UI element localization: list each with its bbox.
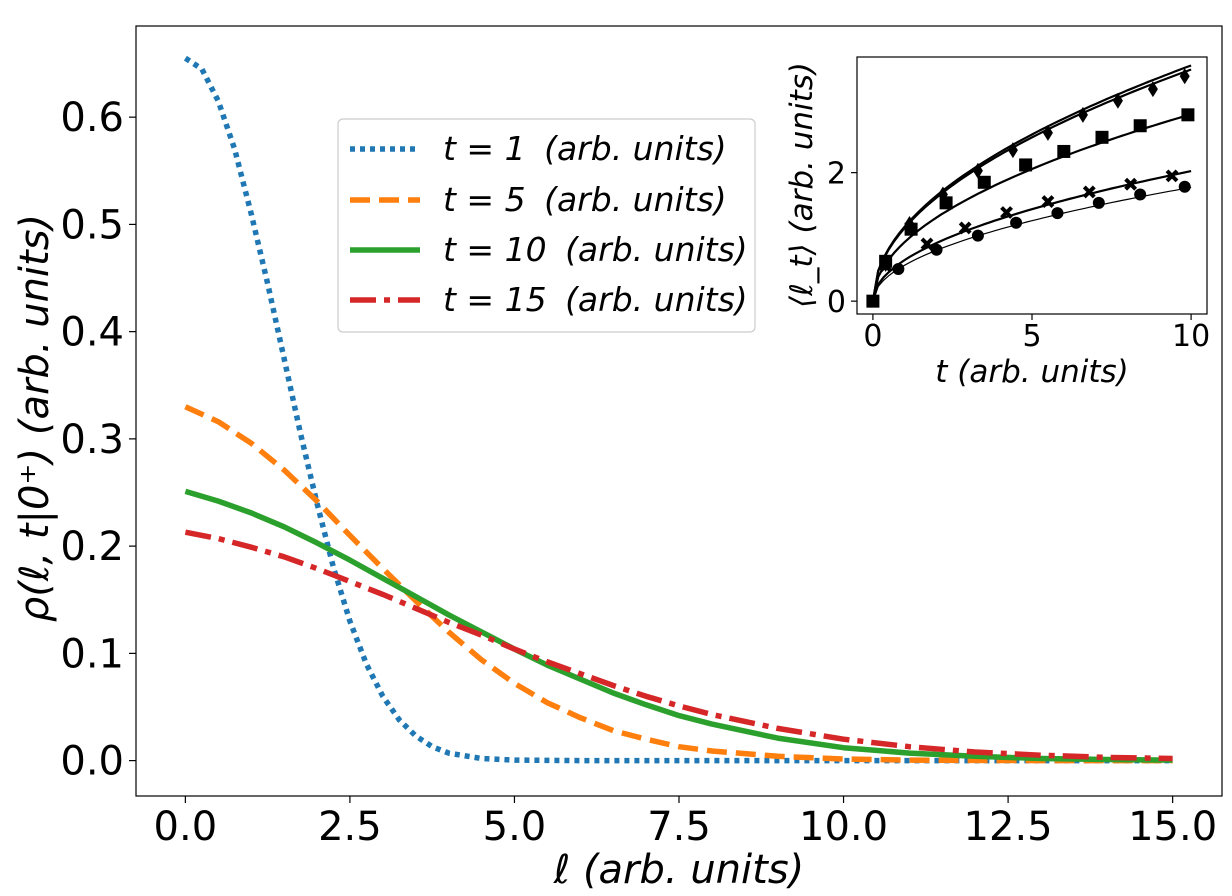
inset-marker-square	[1019, 158, 1033, 172]
y-tick-label: 0.2	[60, 524, 124, 570]
inset-y-axis-label: ⟨ℓ_t⟩ (arb. units)	[784, 62, 820, 308]
series-line-t5	[184, 404, 1173, 764]
inset-marker-cross	[1124, 177, 1138, 191]
legend-label-t10: t = 10	[443, 230, 547, 269]
inset-marker-circle	[930, 243, 943, 256]
inset-marker-cross	[920, 237, 934, 251]
legend: t = 1 (arb. units) t = 5 (arb. units) t …	[337, 118, 756, 333]
legend-units-t1: (arb. units)	[544, 129, 727, 168]
legend-units-t10: (arb. units)	[565, 230, 748, 269]
inset-marker-circle	[1092, 196, 1105, 209]
legend-label-t1: t = 1	[443, 129, 526, 168]
inset-marker-square	[939, 196, 953, 210]
inset-marker-circle	[1178, 180, 1191, 193]
legend-item-t5: t = 5 (arb. units)	[350, 180, 727, 219]
svg-text:t = 15 (arb. units): t = 15 (arb. units)	[443, 280, 748, 319]
main-x-ticks: 0.0 2.5 5.0 7.5 10.0 12.5 15.0	[154, 796, 1217, 850]
inset-y-ticks: 02	[827, 157, 857, 320]
inset-y-tick-label: 0	[827, 285, 846, 320]
inset-marker-square	[1133, 119, 1147, 133]
inset-marker-square	[1181, 108, 1195, 122]
inset-x-axis-label: t (arb. units)	[935, 354, 1129, 390]
y-tick-label: 0.6	[60, 95, 124, 141]
y-tick-label: 0.0	[60, 739, 124, 785]
inset-marker-square	[1095, 130, 1109, 144]
x-tick-label: 2.5	[318, 804, 382, 850]
svg-text:t = 5 (arb. units): t = 5 (arb. units)	[443, 180, 727, 219]
legend-label-t5: t = 5	[443, 180, 526, 219]
inset-y-tick-label: 2	[827, 157, 846, 192]
inset-x-tick-label: 10	[1172, 319, 1210, 354]
main-series-group	[183, 55, 1173, 764]
inset-marker-circle	[971, 229, 984, 242]
y-tick-label: 0.3	[60, 417, 124, 463]
main-y-ticks: 0.0 0.1 0.2 0.3 0.4 0.5 0.6	[60, 95, 136, 785]
inset-x-tick-label: 0	[863, 319, 882, 354]
legend-item-t1: t = 1 (arb. units)	[350, 129, 727, 168]
inset-marker-square	[977, 175, 991, 189]
series-line-t15	[184, 529, 1173, 762]
series-line-t10	[184, 488, 1173, 763]
inset-marker-square	[904, 222, 918, 236]
inset-marker-cross	[1082, 185, 1096, 199]
inset-chart: 0 5 10 02 t (arb. units) ⟨ℓ_t⟩ (arb. units…	[784, 56, 1210, 390]
inset-curve-curve-extra	[871, 68, 1192, 302]
legend-label-t15: t = 15	[443, 280, 547, 319]
x-tick-label: 7.5	[647, 804, 711, 850]
inset-marker-cross	[1041, 195, 1055, 208]
inset-curve-diamond	[871, 64, 1192, 302]
y-tick-label: 0.1	[60, 631, 124, 677]
inset-marker-circle	[1134, 188, 1147, 201]
inset-marker-circle	[1051, 207, 1064, 220]
inset-curve-cross	[871, 170, 1192, 302]
inset-background	[857, 57, 1207, 314]
inset-marker-cross	[1165, 169, 1179, 183]
x-tick-label: 12.5	[964, 804, 1053, 850]
inset-series-group	[866, 64, 1195, 308]
inset-x-ticks: 0 5 10	[863, 314, 1210, 354]
series-line-t1	[183, 55, 1173, 764]
inset-marker-cross	[1000, 206, 1013, 219]
svg-text:t = 10 (arb. units): t = 10 (arb. units)	[443, 230, 748, 269]
legend-item-t15: t = 15 (arb. units)	[350, 280, 748, 319]
inset-marker-circle	[1010, 216, 1023, 229]
inset-marker-circle	[892, 263, 905, 276]
y-tick-label: 0.5	[60, 202, 124, 248]
legend-units-t15: (arb. units)	[565, 280, 748, 319]
main-chart: 0.0 2.5 5.0 7.5 10.0 12.5 15.0 0.0 0.1 0.2 0.3 0.4…	[12, 25, 1223, 893]
svg-text:t = 1 (arb. units): t = 1 (arb. units)	[443, 129, 727, 168]
legend-item-t10: t = 10 (arb. units)	[350, 230, 748, 269]
inset-x-tick-label: 5	[1022, 319, 1041, 354]
main-x-axis-label: ℓ (arb. units)	[553, 847, 805, 893]
x-tick-label: 15.0	[1128, 804, 1217, 850]
legend-frame	[337, 118, 756, 333]
main-y-axis-label: ρ(ℓ, t|0⁺) (arb. units)	[12, 214, 58, 622]
y-tick-label: 0.4	[60, 310, 124, 356]
inset-marker-square	[1057, 144, 1071, 158]
inset-marker-cross	[879, 259, 893, 273]
inset-marker-cross	[958, 221, 972, 235]
x-tick-label: 10.0	[799, 804, 888, 850]
inset-marker-square	[866, 294, 880, 308]
x-tick-label: 5.0	[483, 804, 547, 850]
x-tick-label: 0.0	[154, 804, 218, 850]
legend-units-t5: (arb. units)	[544, 180, 727, 219]
